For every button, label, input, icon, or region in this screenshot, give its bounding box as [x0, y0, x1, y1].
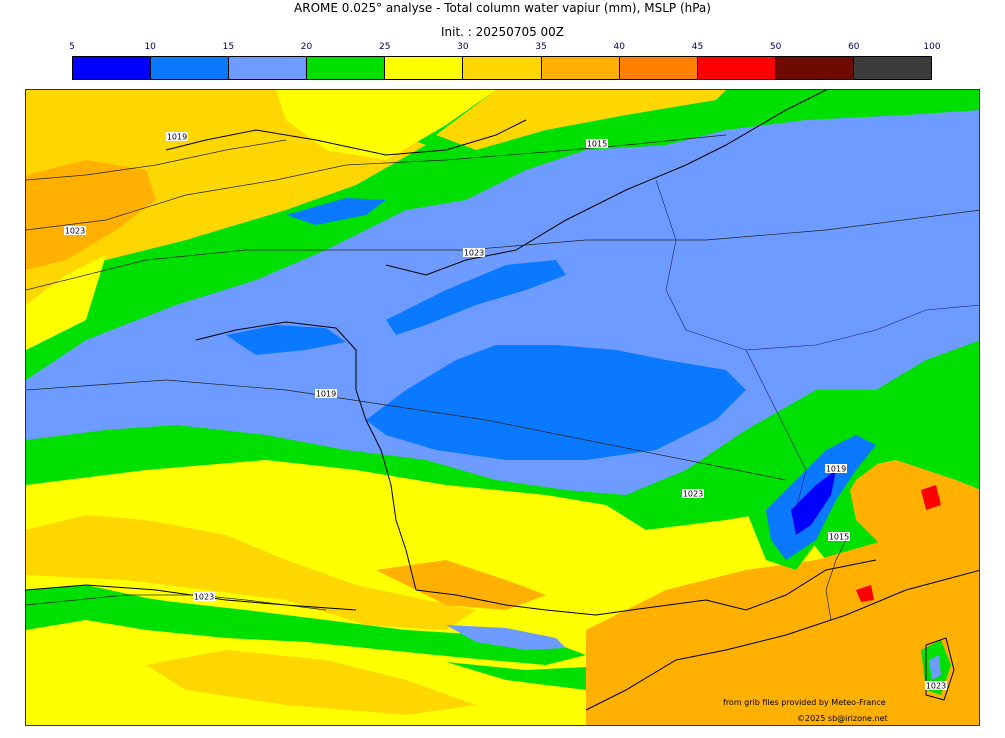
field-amber-south	[376, 560, 546, 610]
isobar-lines	[26, 134, 979, 621]
colorbar-tick-label: 5	[69, 42, 75, 52]
colorbar-tick-label: 60	[848, 42, 860, 52]
field-orange-iberia	[146, 650, 476, 715]
isobar-label-bg	[463, 248, 485, 257]
field-red-po	[921, 485, 941, 510]
isobar-label: 1019	[167, 133, 187, 142]
coastlines	[26, 90, 979, 711]
colorbar-tick-label: 20	[300, 42, 313, 52]
colorbar-segment	[306, 57, 385, 79]
isobar-label: 1023	[464, 249, 484, 258]
isobar-label: 1015	[829, 533, 849, 542]
field-yellow-uk	[276, 90, 496, 160]
field-orange-biscay	[26, 515, 476, 630]
colorbar-tick-label: 50	[769, 42, 782, 52]
source-credit: from grib files provided by Meteo-France	[723, 698, 886, 707]
colorbar-tick-label: 100	[923, 42, 941, 52]
isobar-label: 1023	[65, 227, 85, 236]
colorbar-segment	[462, 57, 541, 79]
isobar-label-bg	[825, 464, 847, 473]
field-yellow-left-edge	[26, 255, 106, 350]
chart-title: AROME 0.025° analyse - Total column wate…	[294, 1, 711, 15]
isobar-label: 1015	[587, 140, 607, 149]
field-lightblue-band	[26, 110, 979, 495]
field-blue-pyrenees	[446, 625, 566, 650]
copyright-credit: ©2025 sb@irizone.net	[797, 714, 888, 723]
colorbar-segment	[618, 57, 697, 79]
isobar-label-bg	[166, 132, 188, 141]
field-amber-northwest	[26, 160, 156, 270]
isobar-label-bg	[586, 139, 608, 148]
isobar-label: 1019	[826, 465, 846, 474]
colorbar-segment	[852, 57, 932, 79]
colorbar-tick-label: 30	[457, 42, 469, 52]
borders	[655, 179, 979, 511]
colorbar-tick-label: 45	[691, 42, 704, 52]
field-orange-italy	[846, 460, 979, 560]
isobar-label: 1023	[194, 593, 214, 602]
colorbar-tick-label: 15	[222, 42, 235, 52]
field-green-pyrenees	[26, 585, 586, 665]
isobar-label-bg	[193, 592, 215, 601]
isobar-label-bg	[925, 681, 947, 690]
colorbar-segment	[774, 57, 853, 79]
colorbar-tick-label: 10	[144, 42, 156, 52]
isobar-label: 1019	[316, 390, 336, 399]
isobar-label-bg	[828, 532, 850, 541]
field-red-ligurian	[856, 585, 874, 602]
init-time: Init. : 20250705 00Z	[440, 25, 565, 39]
colorbar-tick-label: 35	[535, 42, 547, 52]
isobar-label: 1023	[926, 682, 946, 691]
isobar-label-bg	[682, 489, 704, 498]
map-canvas: 1019 1023 1015 1023 1023 1023 1019 1015 1023 1019	[26, 90, 979, 725]
field-blue-north	[386, 260, 566, 335]
colorbar-segment	[384, 57, 463, 79]
field-orange-north	[436, 90, 726, 150]
field-blue-brittany	[226, 325, 346, 355]
isobar-labels: 1019 1023 1015 1023 1023 1023 1019 1015 1023 1019	[64, 132, 947, 691]
isobar-label-bg	[315, 389, 337, 398]
field-blue-corsica	[929, 655, 941, 680]
field-darkblue-alps	[791, 470, 836, 535]
colorbar-tick-label: 40	[613, 42, 625, 52]
isobar-label: 1023	[683, 490, 703, 499]
field-orange-mediterranean	[586, 520, 979, 725]
colorbar-segment	[228, 57, 307, 79]
colorbar-segment	[696, 57, 775, 79]
colorbar-segment	[150, 57, 229, 79]
colorbar	[72, 56, 932, 80]
water-vapour-map: 1019 1023 1015 1023 1023 1023 1019 1015 1023 1019…	[25, 89, 980, 726]
colorbar-tick-label: 25	[378, 42, 391, 52]
colorbar-segment	[73, 57, 151, 79]
field-blue-channel	[286, 198, 386, 225]
colorbar-segment	[540, 57, 619, 79]
isobar-label-bg	[64, 226, 86, 235]
field-blue-core	[366, 345, 746, 460]
